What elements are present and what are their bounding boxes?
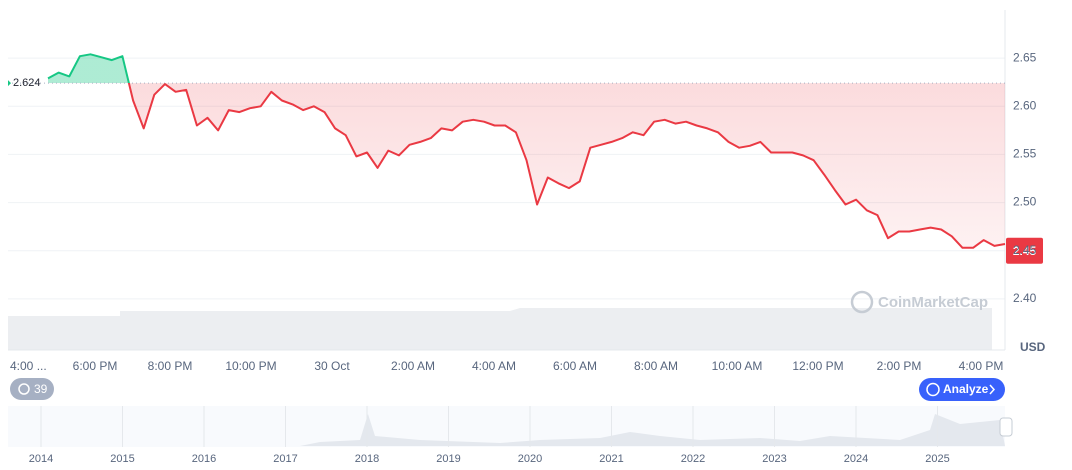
y-unit: USD	[1020, 340, 1046, 354]
analyze-chevron	[989, 384, 996, 395]
watermark-text: CoinMarketCap	[878, 294, 988, 311]
baseline-marker	[8, 80, 11, 87]
navigator-year: 2016	[192, 453, 216, 465]
alerts-icon	[18, 383, 30, 395]
x-tick-label: 4:00 ...	[10, 359, 47, 373]
y-tick-label: 2.60	[1013, 98, 1037, 112]
x-tick-label: 4:00 AM	[472, 359, 516, 373]
y-tick-label: 2.50	[1013, 195, 1037, 209]
navigator-year: 2021	[599, 453, 623, 465]
current-price-label: 2.45	[1013, 244, 1037, 258]
analyze-label: Analyze	[943, 382, 989, 396]
navigator-year: 2015	[110, 453, 134, 465]
navigator-year: 2024	[844, 453, 868, 465]
navigator-year: 2014	[29, 453, 53, 465]
x-tick-label: 6:00 PM	[73, 359, 118, 373]
x-tick-label: 10:00 AM	[712, 359, 763, 373]
watermark: CoinMarketCap	[850, 290, 988, 314]
current-price-tag	[1006, 237, 1043, 264]
volume-band	[8, 308, 992, 350]
x-tick-label: 8:00 AM	[634, 359, 678, 373]
navigator-handle[interactable]	[999, 417, 1013, 437]
navigator-year: 2023	[762, 453, 786, 465]
analyze-button[interactable]	[919, 378, 1005, 401]
analyze-icon	[926, 382, 940, 397]
navigator-year: 2025	[925, 453, 949, 465]
x-tick-label: 30 Oct	[314, 359, 350, 373]
price-line	[47, 53, 1006, 249]
alerts-count: 39	[34, 382, 48, 396]
navigator-area	[300, 414, 1005, 446]
y-tick-label: 2.40	[1013, 291, 1037, 305]
x-tick-label: 10:00 PM	[225, 359, 276, 373]
x-tick-label: 8:00 PM	[148, 359, 193, 373]
y-tick-label: 2.55	[1013, 147, 1037, 161]
price-area	[48, 54, 1005, 248]
y-tick-label: 2.45	[1013, 243, 1037, 257]
navigator-year: 2018	[355, 453, 379, 465]
baseline-label: 2.624	[13, 77, 41, 89]
navigator-year: 2019	[436, 453, 460, 465]
x-tick-label: 2:00 PM	[877, 359, 922, 373]
x-tick-label: 4:00 PM	[959, 359, 1004, 373]
y-tick-label: 2.65	[1013, 50, 1037, 64]
navigator-year: 2020	[518, 453, 542, 465]
x-tick-label: 2:00 AM	[391, 359, 435, 373]
navigator-year: 2017	[273, 453, 297, 465]
x-tick-label: 12:00 PM	[792, 359, 843, 373]
x-tick-label: 6:00 AM	[553, 359, 597, 373]
alerts-pill[interactable]	[10, 378, 54, 400]
navigator-year: 2022	[681, 453, 705, 465]
